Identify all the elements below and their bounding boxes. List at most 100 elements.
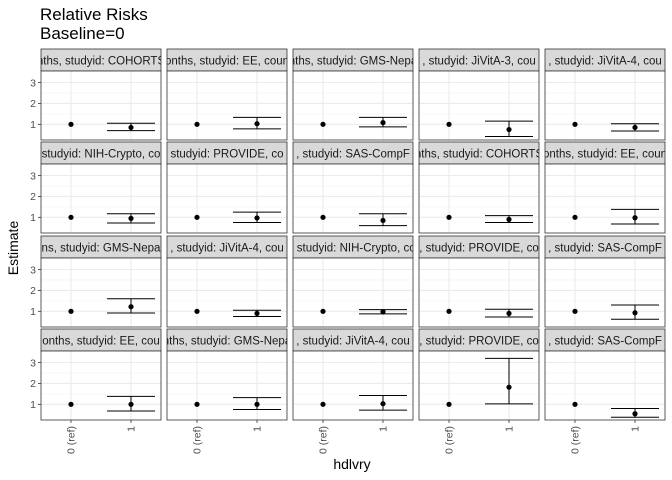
estimate-point bbox=[380, 120, 386, 126]
facet-strip-label: , studyid: JiVitA-4, cou bbox=[548, 56, 662, 68]
y-tick-label: 3 bbox=[30, 264, 36, 276]
estimate-point bbox=[632, 124, 638, 131]
y-tick-label: 1 bbox=[30, 119, 36, 131]
panel-background bbox=[545, 71, 665, 140]
estimate-point bbox=[128, 215, 134, 221]
facet-panel: nths, studyid: GMS-Nepa 0 (ref) 1 bbox=[163, 328, 292, 454]
estimate-point bbox=[380, 309, 386, 315]
reference-point bbox=[572, 308, 578, 314]
facet-panel: , studyid: SAS-CompF bbox=[292, 141, 414, 234]
reference-point bbox=[68, 121, 74, 127]
y-tick-label: 3 bbox=[30, 77, 36, 89]
facet-strip-label: studyid: NIH-Crypto, co bbox=[42, 149, 161, 161]
facet-strip-label: nths, studyid: GMS-Nepa bbox=[163, 336, 292, 348]
y-tick-label: 2 bbox=[30, 191, 36, 203]
panel-border bbox=[544, 257, 666, 328]
panel-border bbox=[166, 257, 288, 328]
y-tick-label: 2 bbox=[30, 98, 36, 110]
y-tick-label: 2 bbox=[30, 285, 36, 297]
facet-strip-label: ns, studyid: GMS-Nepa bbox=[42, 243, 161, 255]
facet-strip-label: onths, studyid: EE, cou bbox=[42, 336, 160, 348]
reference-point bbox=[446, 401, 452, 407]
facet-strip-label: , studyid: JiVitA-3, cou bbox=[422, 56, 536, 68]
panel-border bbox=[418, 163, 540, 234]
y-tick-label: 2 bbox=[30, 378, 36, 390]
facet-panel: , studyid: PROVIDE, co 0 (ref) 1 bbox=[418, 328, 540, 454]
estimate-point bbox=[632, 215, 638, 221]
y-tick-label: 1 bbox=[30, 306, 36, 318]
panel-border bbox=[166, 163, 288, 234]
facet-strip-label: nths, studyid: COHORTS bbox=[37, 56, 166, 68]
facet-strip-label: nths, studyid: COHORTS bbox=[415, 149, 544, 161]
facet-panel: studyid: NIH-Crypto, co 1 2 3 bbox=[30, 141, 162, 234]
estimate-point bbox=[254, 310, 260, 317]
facet-panel: onths, studyid: EE, coun bbox=[543, 141, 667, 234]
estimate-point bbox=[128, 304, 134, 310]
facet-panel: studyid: PROVIDE, co bbox=[166, 141, 288, 234]
reference-point bbox=[572, 401, 578, 407]
y-tick-label: 1 bbox=[30, 212, 36, 224]
reference-point bbox=[194, 214, 200, 220]
facet-panel: , studyid: PROVIDE, co bbox=[418, 235, 540, 328]
facet-panel: onths, studyid: EE, coun bbox=[166, 48, 288, 141]
facet-strip-label: , studyid: SAS-CompF bbox=[548, 243, 662, 255]
chart-subtitle: Baseline=0 bbox=[40, 24, 125, 43]
panel-background bbox=[167, 71, 287, 140]
facet-panel: , studyid: SAS-CompF bbox=[544, 235, 666, 328]
facet-panel: , studyid: JiVitA-4, cou bbox=[166, 235, 288, 328]
facet-panel: onths, studyid: EE, cou 1 2 3 0 (ref) 1 bbox=[30, 328, 162, 454]
x-tick-label: 0 (ref) bbox=[66, 426, 78, 454]
facet-strip-label: , studyid: JiVitA-4, cou bbox=[296, 336, 410, 348]
x-tick-label: 1 bbox=[504, 426, 516, 432]
panel-border bbox=[40, 257, 162, 328]
estimate-point bbox=[128, 401, 134, 407]
facet-strip-label: , studyid: PROVIDE, co bbox=[419, 336, 539, 348]
panel-background bbox=[293, 258, 413, 327]
reference-point bbox=[68, 214, 74, 220]
y-tick-label: 3 bbox=[30, 357, 36, 369]
y-axis-title: Estimate bbox=[5, 221, 21, 276]
panel-border bbox=[544, 350, 666, 421]
panel-background bbox=[419, 71, 539, 140]
panel-background bbox=[419, 351, 539, 420]
estimate-point bbox=[506, 310, 512, 317]
panel-background bbox=[41, 351, 161, 420]
chart-title: Relative Risks bbox=[40, 5, 148, 24]
reference-point bbox=[446, 214, 452, 220]
panel-background bbox=[41, 71, 161, 140]
estimate-point bbox=[506, 126, 512, 133]
facet-panels: nths, studyid: COHORTS 1 2 3 onths, studyid:… bbox=[30, 48, 667, 454]
reference-point bbox=[68, 401, 74, 407]
facet-strip-label: onths, studyid: EE, coun bbox=[543, 149, 667, 161]
facet-panel: ns, studyid: GMS-Nepa 1 2 3 bbox=[30, 235, 162, 328]
panel-border bbox=[292, 350, 414, 421]
x-tick-label: 0 (ref) bbox=[318, 426, 330, 454]
estimate-point bbox=[254, 401, 260, 407]
estimate-point bbox=[506, 216, 512, 223]
facet-panel: , studyid: JiVitA-4, cou bbox=[544, 48, 666, 141]
facet-strip-label: , studyid: SAS-CompF bbox=[296, 149, 410, 161]
estimate-point bbox=[506, 384, 512, 390]
facet-strip-label: , studyid: PROVIDE, co bbox=[419, 243, 539, 255]
facet-panel: , studyid: NIH-Crypto, co bbox=[292, 235, 414, 328]
reference-point bbox=[320, 401, 326, 407]
panel-background bbox=[293, 351, 413, 420]
panel-background bbox=[545, 351, 665, 420]
panel-border bbox=[544, 70, 666, 141]
estimate-point bbox=[254, 121, 260, 127]
panel-border bbox=[292, 257, 414, 328]
estimate-point bbox=[380, 217, 386, 224]
panel-border bbox=[292, 70, 414, 141]
x-tick-label: 1 bbox=[252, 426, 264, 432]
x-tick-label: 1 bbox=[126, 426, 138, 432]
y-tick-label: 3 bbox=[30, 170, 36, 182]
reference-point bbox=[320, 121, 326, 127]
panel-border bbox=[166, 350, 288, 421]
panel-border bbox=[292, 163, 414, 234]
facet-strip-label: studyid: PROVIDE, co bbox=[170, 149, 283, 161]
estimate-point bbox=[380, 401, 386, 407]
facet-panel: , studyid: SAS-CompF 0 (ref) 1 bbox=[544, 328, 666, 454]
facet-strip-label: , studyid: SAS-CompF bbox=[548, 336, 662, 348]
reference-point bbox=[572, 214, 578, 220]
